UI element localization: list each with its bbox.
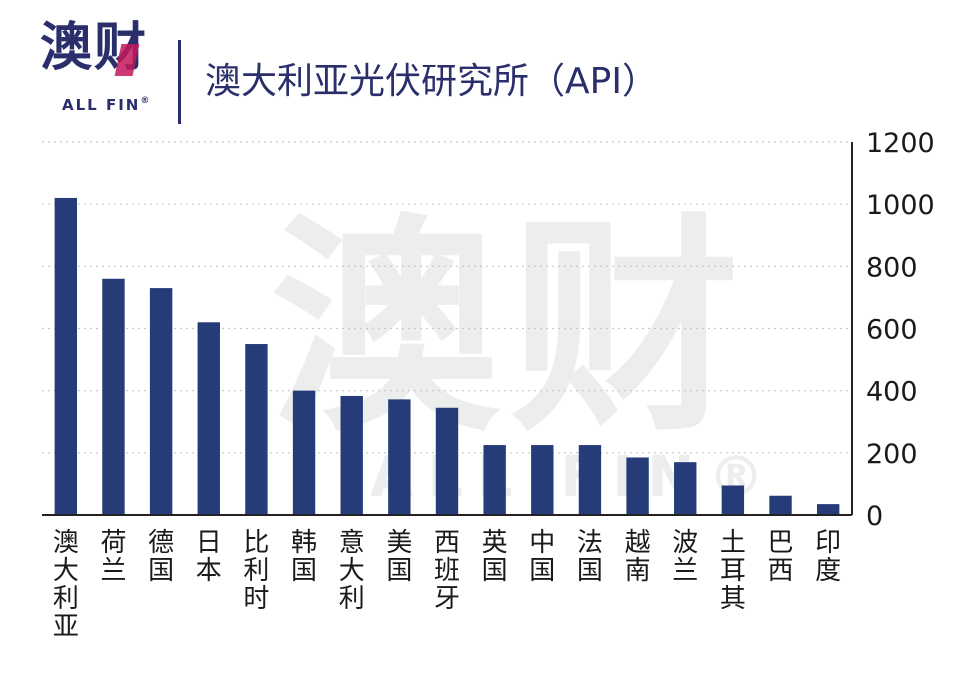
x-tick-label: 中国 (529, 528, 555, 586)
header: 澳财 ALL FIN® 澳大利亚光伏研究所（API） (0, 0, 971, 130)
x-tick-label: 英国 (482, 528, 508, 586)
x-tick-label: 意大利 (339, 528, 365, 614)
x-tick-label: 澳大利亚 (53, 528, 79, 642)
y-tick-label: 0 (866, 501, 883, 532)
header-divider (178, 40, 181, 124)
x-tick-label: 巴西 (768, 528, 794, 586)
logo-subtitle: ALL FIN® (62, 96, 151, 114)
bar (54, 197, 78, 515)
bar (340, 395, 363, 515)
x-tick-label: 德国 (148, 528, 174, 586)
bar (102, 278, 125, 515)
bar (531, 445, 554, 515)
x-tick-label: 比利时 (243, 528, 269, 614)
x-tick-label: 韩国 (291, 528, 317, 586)
x-tick-label: 土耳其 (720, 528, 746, 614)
bar (483, 445, 506, 515)
y-tick-label: 800 (866, 252, 918, 283)
bar (578, 445, 602, 515)
x-tick-label: 法国 (577, 528, 603, 586)
bar (435, 407, 459, 515)
logo-sub-text: ALL FIN (62, 96, 141, 114)
x-tick-label: 荷兰 (100, 528, 126, 586)
y-tick-label: 1200 (866, 128, 935, 159)
x-tick-label: 西班牙 (434, 528, 460, 614)
bar (197, 322, 220, 515)
bar (816, 504, 840, 515)
bar (292, 390, 316, 515)
watermark-subtitle: ALL FIN® (370, 445, 779, 510)
bar (626, 457, 649, 515)
bar (149, 288, 173, 515)
x-tick-label: 美国 (386, 528, 412, 586)
bar (721, 485, 745, 515)
y-tick-label: 400 (866, 377, 918, 408)
chart-title: 澳大利亚光伏研究所（API） (205, 61, 658, 102)
bar (769, 495, 792, 515)
x-tick-label: 越南 (625, 528, 651, 586)
bar (245, 344, 268, 515)
x-tick-label: 波兰 (672, 528, 698, 586)
bar (388, 399, 411, 515)
logo-registered-mark: ® (140, 96, 152, 106)
x-tick-label: 日本 (196, 528, 222, 586)
bar (674, 462, 697, 515)
y-tick-label: 600 (866, 315, 918, 346)
y-tick-label: 200 (866, 439, 918, 470)
y-tick-label: 1000 (866, 190, 935, 221)
x-tick-label: 印度 (815, 528, 841, 586)
